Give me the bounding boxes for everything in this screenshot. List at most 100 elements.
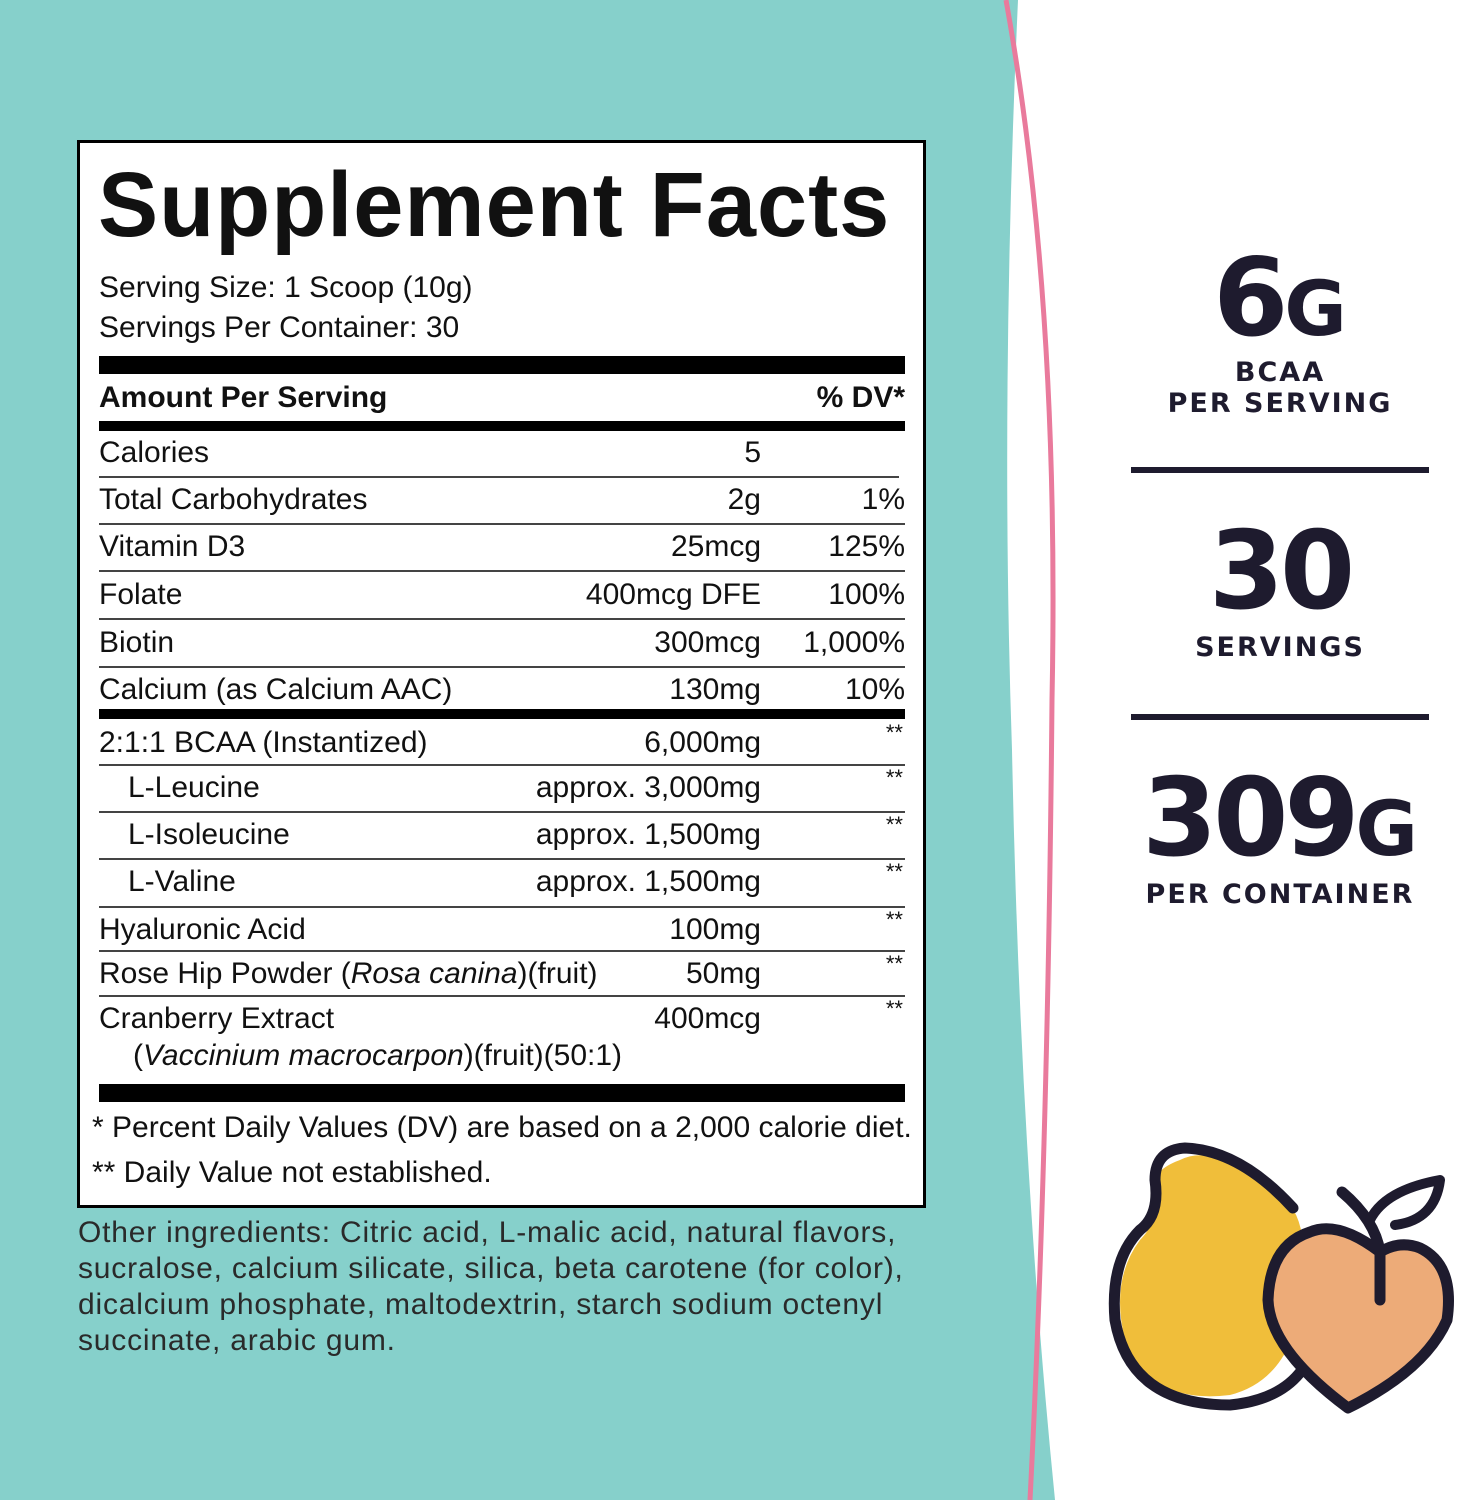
- footnote-dv: * Percent Daily Values (DV) are based on…: [92, 1111, 912, 1144]
- facts-row: L-Isoleucine approx. 1,500mg **: [99, 812, 905, 858]
- row-divider: [99, 666, 905, 668]
- facts-row: L-Valine approx. 1,500mg **: [99, 859, 905, 905]
- nutrient-amount: 300mcg: [654, 626, 761, 659]
- other-ingredients-line: Other ingredients: Citric acid, L-malic …: [78, 1216, 897, 1249]
- ingredient-amount: approx. 1,500mg: [535, 865, 761, 898]
- nutrient-dv: 100%: [828, 578, 905, 611]
- ingredient-dv: **: [885, 720, 903, 745]
- stat-unit: G: [1284, 264, 1347, 353]
- facts-row: Rose Hip Powder (Rosa canina)(fruit) 50mg…: [99, 951, 905, 997]
- ingredient-dv: **: [885, 812, 903, 837]
- name-italic: Vaccinium macrocarpon: [143, 1039, 464, 1072]
- ingredient-amount: approx. 3,000mg: [535, 771, 761, 804]
- stat-value: 30: [1208, 509, 1355, 634]
- ingredient-dv: **: [885, 859, 903, 884]
- nutrient-amount: 400mcg DFE: [585, 578, 761, 611]
- row-divider: [99, 950, 905, 952]
- name-part: Rose Hip Powder (: [99, 957, 351, 990]
- facts-row: Hyaluronic Acid 100mg **: [99, 907, 905, 953]
- nutrient-dv: 10%: [844, 673, 905, 706]
- ingredient-name: L-Leucine: [128, 771, 260, 804]
- stat-caption: PER SERVING: [1167, 388, 1393, 419]
- row-divider: [99, 906, 905, 908]
- footnote-not-established: ** Daily Value not established.: [92, 1156, 492, 1189]
- facts-row: Biotin 300mcg 1,000%: [99, 626, 905, 666]
- row-divider: [99, 570, 905, 572]
- ingredient-name: Rose Hip Powder (Rosa canina)(fruit): [99, 957, 598, 991]
- nutrient-name: Vitamin D3: [99, 530, 246, 563]
- ingredient-dv: **: [885, 907, 903, 932]
- divider-thick: [99, 421, 905, 431]
- facts-row: Vitamin D3 25mcg 125%: [99, 530, 905, 570]
- fruit-illustration: [1108, 1142, 1454, 1414]
- facts-row: L-Leucine approx. 3,000mg **: [99, 765, 905, 811]
- divider-thick: [99, 356, 905, 374]
- peach-icon: [1262, 1175, 1454, 1414]
- nutrient-dv: 125%: [828, 530, 905, 563]
- stat-value: 6: [1213, 236, 1288, 361]
- stat-bcaa: 6G BCAA PER SERVING: [1131, 245, 1429, 420]
- header-amount: Amount Per Serving: [99, 381, 388, 414]
- ingredient-amount: 400mcg: [654, 1002, 761, 1035]
- ingredient-amount: 6,000mg: [644, 726, 761, 759]
- ingredient-name: Cranberry Extract: [99, 1002, 335, 1035]
- ingredient-dv: **: [885, 996, 903, 1021]
- header-dv: % DV*: [816, 381, 905, 414]
- serving-size: Serving Size: 1 Scoop (10g): [99, 271, 473, 304]
- nutrient-amount: 25mcg: [670, 530, 761, 563]
- nutrient-name: Biotin: [99, 626, 175, 659]
- nutrient-dv: 1%: [861, 483, 905, 516]
- stat-caption: SERVINGS: [1195, 632, 1365, 663]
- supplement-facts-panel: Supplement Facts Serving Size: 1 Scoop (…: [77, 140, 926, 1208]
- name-italic: Rosa canina: [350, 957, 518, 990]
- ingredient-amount: approx. 1,500mg: [535, 818, 761, 851]
- stat-caption: BCAA: [1234, 357, 1326, 388]
- stat-value: 309: [1142, 756, 1359, 881]
- ingredient-name-line2: (Vaccinium macrocarpon)(fruit)(50:1): [133, 1039, 622, 1073]
- other-ingredients-line: sucralose, calcium silicate, silica, bet…: [78, 1252, 904, 1285]
- servings-per-container: Servings Per Container: 30: [99, 311, 460, 344]
- amount-header: Amount Per Serving % DV*: [99, 381, 905, 421]
- facts-title: Supplement Facts: [98, 154, 891, 256]
- ingredient-name: L-Valine: [128, 865, 236, 898]
- row-divider: [99, 618, 905, 620]
- nutrient-amount: 130mg: [669, 673, 761, 706]
- ingredient-dv: **: [885, 765, 903, 790]
- stat-divider: [1131, 467, 1429, 473]
- nutrient-amount: 5: [744, 436, 761, 469]
- row-divider: [99, 995, 905, 997]
- ingredient-dv: **: [885, 951, 903, 976]
- nutrient-name: Calcium (as Calcium AAC): [99, 673, 453, 706]
- other-ingredients-line: dicalcium phosphate, maltodextrin, starc…: [78, 1288, 884, 1321]
- divider-thick: [99, 709, 905, 719]
- facts-row: Total Carbohydrates 2g 1%: [99, 483, 905, 523]
- pear-icon: [1108, 1142, 1308, 1411]
- facts-row: Calcium (as Calcium AAC) 130mg 10%: [99, 673, 905, 713]
- ingredient-amount: 100mg: [669, 913, 761, 946]
- divider-thick: [99, 1084, 905, 1102]
- stat-divider: [1131, 714, 1429, 720]
- facts-row: Folate 400mcg DFE 100%: [99, 578, 905, 618]
- other-ingredients: Other ingredients: Citric acid, L-malic …: [78, 1215, 978, 1359]
- stat-unit: G: [1355, 784, 1418, 873]
- pink-curve: [1003, 0, 1056, 1500]
- nutrient-amount: 2g: [727, 483, 761, 516]
- name-part: )(fruit): [517, 957, 598, 990]
- row-divider: [99, 523, 905, 525]
- facts-row: Cranberry Extract (Vaccinium macrocarpon)…: [99, 996, 905, 1072]
- row-divider: [99, 858, 905, 860]
- nutrient-dv: 1,000%: [803, 626, 905, 659]
- stat-caption: PER CONTAINER: [1145, 879, 1415, 910]
- facts-row: Calories 5: [99, 436, 905, 476]
- row-divider: [99, 764, 905, 766]
- ingredient-name: L-Isoleucine: [128, 818, 290, 851]
- stat-servings: 30 SERVINGS: [1131, 518, 1429, 664]
- other-ingredients-line: succinate, arabic gum.: [78, 1324, 396, 1357]
- ingredient-name: 2:1:1 BCAA (Instantized): [99, 726, 428, 759]
- stat-container: 309G PER CONTAINER: [1131, 765, 1429, 911]
- ingredient-amount: 50mg: [685, 957, 761, 990]
- ingredient-name: Hyaluronic Acid: [99, 913, 306, 946]
- nutrient-name: Calories: [99, 436, 210, 469]
- nutrient-name: Folate: [99, 578, 183, 611]
- name-part: (: [133, 1039, 143, 1072]
